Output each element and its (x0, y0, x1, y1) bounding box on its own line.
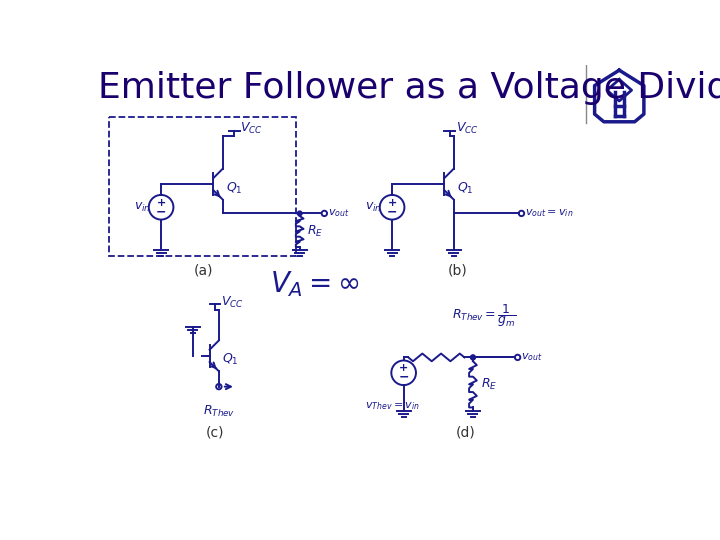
Text: $v_{out}$: $v_{out}$ (328, 207, 350, 219)
Text: −: − (387, 205, 397, 218)
Text: (a): (a) (194, 264, 213, 278)
Text: $V_{CC}$: $V_{CC}$ (456, 121, 479, 136)
Text: $Q_1$: $Q_1$ (222, 352, 238, 367)
Text: $Q_1$: $Q_1$ (456, 180, 473, 195)
Text: (b): (b) (448, 264, 467, 278)
Text: Emitter Follower as a Voltage Divider: Emitter Follower as a Voltage Divider (98, 71, 720, 105)
Text: +: + (399, 363, 408, 373)
Text: $V_A = \infty$: $V_A = \infty$ (271, 269, 360, 299)
Text: +: + (387, 198, 397, 207)
Circle shape (471, 355, 475, 360)
Text: $Q_1$: $Q_1$ (226, 180, 243, 195)
Circle shape (297, 211, 302, 215)
Text: $R_{Thev} = \dfrac{1}{g_m}$: $R_{Thev} = \dfrac{1}{g_m}$ (452, 302, 517, 329)
Text: $v_{out}$: $v_{out}$ (521, 352, 543, 363)
Text: +: + (156, 198, 166, 207)
Text: $v_{in}$: $v_{in}$ (134, 201, 151, 214)
Circle shape (471, 355, 475, 360)
Text: $V_{CC}$: $V_{CC}$ (221, 294, 244, 309)
Text: (d): (d) (455, 425, 475, 439)
Text: $R_E$: $R_E$ (307, 224, 323, 239)
Text: $V_{CC}$: $V_{CC}$ (240, 121, 263, 136)
Text: (c): (c) (206, 425, 224, 439)
Text: $R_{Thev}$: $R_{Thev}$ (203, 403, 235, 418)
Text: −: − (156, 205, 166, 218)
Text: $v_{Thev} = v_{in}$: $v_{Thev} = v_{in}$ (365, 400, 420, 411)
Text: $v_{in}$: $v_{in}$ (365, 201, 382, 214)
Text: $v_{out} = v_{in}$: $v_{out} = v_{in}$ (526, 207, 574, 219)
Text: $R_E$: $R_E$ (481, 377, 497, 392)
Text: −: − (398, 371, 409, 384)
